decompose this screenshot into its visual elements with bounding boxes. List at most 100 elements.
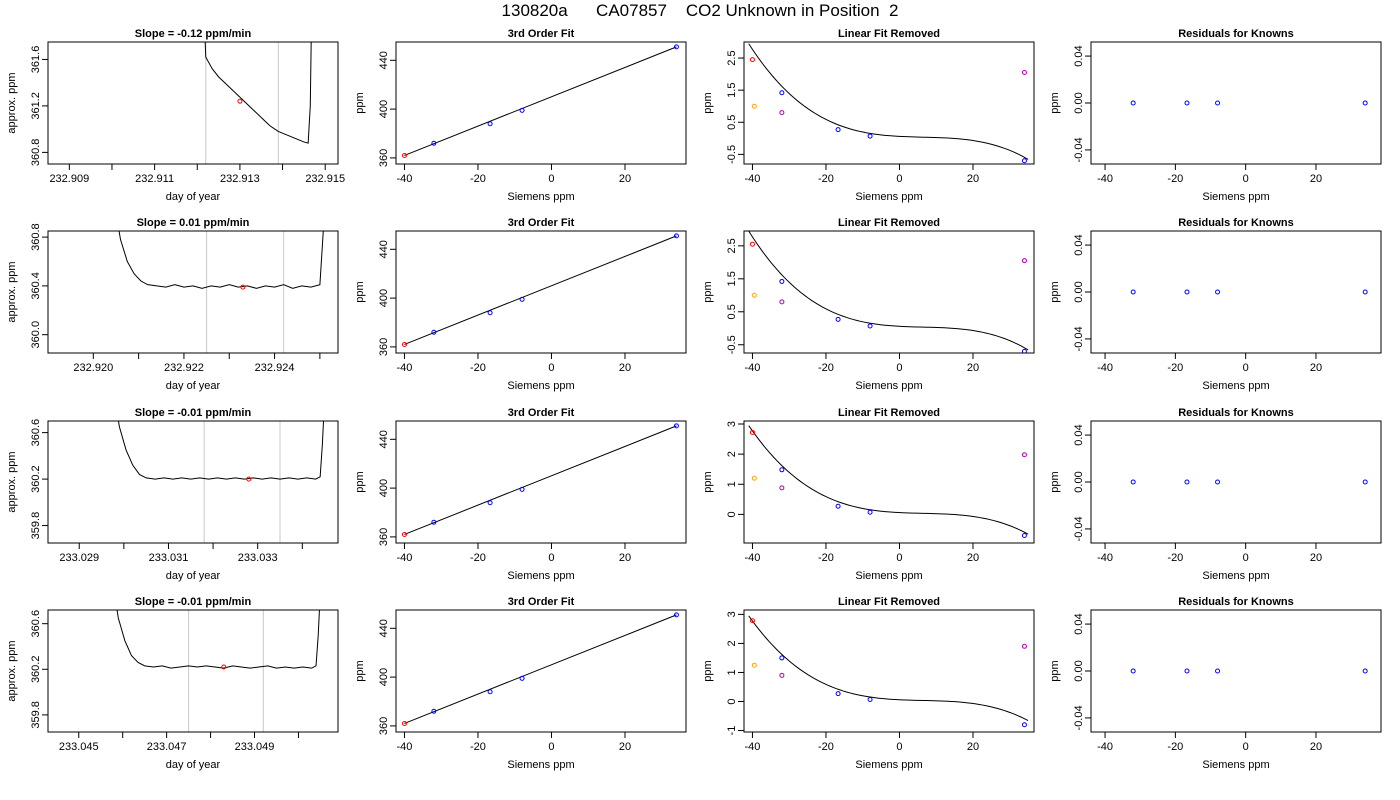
x-tick-label: 232.922 [164, 362, 204, 374]
plot-frame [1090, 420, 1382, 544]
x-tick-label: -40 [1097, 362, 1113, 374]
x-tick-label: 20 [619, 173, 631, 185]
panel-1-1: Slope = -0.12 ppm/min 232.909 232.911 232.9… [6, 28, 345, 203]
x-tick-label: 0 [548, 741, 554, 753]
y-tick-label: -0.04 [1073, 137, 1085, 162]
fit-line [404, 46, 677, 156]
plot-area [1130, 289, 1368, 295]
x-tick-label: -40 [745, 741, 761, 753]
y-tick-label: 0.04 [1073, 613, 1085, 634]
y-tick-label: 1.5 [726, 83, 738, 98]
y-tick-label: 0.00 [1073, 281, 1085, 302]
panel-title: 3rd Order Fit [508, 28, 575, 40]
panel-4-2: 3rd Order Fit -40 -20 0 20 360 400 440 Siemens p… [354, 596, 687, 771]
data-point [835, 316, 841, 322]
y-tick-label: 360.6 [30, 419, 42, 447]
x-tick-label: 233.045 [59, 741, 99, 753]
x-tick-label: -20 [818, 362, 834, 374]
panel-4-1: Slope = -0.01 ppm/min 233.045 233.047 233.0… [6, 596, 339, 771]
x-tick-label: -20 [470, 173, 486, 185]
plot-area [748, 231, 1029, 353]
x-tick-label: -20 [470, 741, 486, 753]
x-tick-label: 0 [896, 173, 902, 185]
data-point [1362, 289, 1368, 295]
plot-area [1130, 479, 1368, 485]
data-point [1021, 532, 1027, 538]
plot-area [748, 425, 1029, 538]
x-tick-label: 20 [1310, 362, 1322, 374]
x-tick-label: -40 [397, 362, 413, 374]
data-point [1130, 479, 1136, 485]
panel-2-1: Slope = 0.01 ppm/min 232.920 232.922 232.92… [6, 217, 339, 392]
y-tick-label: -0.04 [1073, 326, 1085, 351]
plot-frame [395, 420, 687, 544]
plot-frame [1090, 41, 1382, 165]
data-point [1215, 100, 1221, 106]
data-point [519, 675, 525, 681]
y-tick-label: 0.04 [1073, 424, 1085, 445]
y-tick-label: 0.00 [1073, 471, 1085, 492]
y-axis-label: ppm [354, 281, 366, 302]
y-tick-label: 360.2 [30, 656, 42, 684]
x-tick-label: 232.915 [305, 173, 345, 185]
x-tick-label: -20 [1167, 552, 1183, 564]
y-tick-label: 0.00 [1073, 660, 1085, 681]
data-point [221, 664, 227, 670]
data-point [401, 152, 407, 158]
data-point [1362, 479, 1368, 485]
x-tick-label: 232.924 [255, 362, 295, 374]
panel-title: Slope = -0.01 ppm/min [135, 596, 252, 608]
data-point [1021, 258, 1027, 264]
data-point [1184, 668, 1190, 674]
data-point [1362, 100, 1368, 106]
plot-frame [743, 230, 1035, 354]
x-tick-label: 20 [619, 552, 631, 564]
y-tick-label: 400 [378, 289, 390, 307]
data-point [673, 233, 679, 239]
panel-title: 3rd Order Fit [508, 217, 575, 229]
x-tick-label: -40 [745, 362, 761, 374]
y-tick-label: 360 [378, 149, 390, 167]
fit-line [404, 235, 677, 345]
y-tick-label: 360.4 [30, 272, 42, 300]
plot-area [748, 43, 1029, 164]
trace-line [116, 610, 320, 669]
x-axis-label: Siemens ppm [507, 380, 574, 392]
y-axis-label: ppm [1049, 281, 1061, 302]
plot-area [748, 615, 1029, 728]
data-point [673, 423, 679, 429]
data-point [487, 689, 493, 695]
y-axis-label: ppm [702, 660, 714, 681]
x-axis-label: Siemens ppm [507, 570, 574, 582]
data-point [867, 696, 873, 702]
x-tick-label: 0 [896, 741, 902, 753]
panel-title: Slope = 0.01 ppm/min [137, 217, 250, 229]
x-tick-label: -40 [1097, 741, 1113, 753]
y-tick-label: 0 [726, 698, 738, 704]
y-axis-label: approx. ppm [6, 640, 18, 701]
fit-curve [748, 615, 1029, 722]
x-tick-label: -20 [470, 362, 486, 374]
plot-frame [395, 41, 687, 165]
x-tick-label: 0 [1243, 741, 1249, 753]
x-axis-label: Siemens ppm [855, 570, 922, 582]
panel-title: Linear Fit Removed [838, 28, 940, 40]
y-tick-label: 2.5 [726, 50, 738, 65]
x-tick-label: 233.049 [235, 741, 275, 753]
data-point [1130, 668, 1136, 674]
trace-line [117, 421, 325, 480]
plot-frame [743, 420, 1035, 544]
data-point [779, 278, 785, 284]
x-tick-label: 232.909 [49, 173, 89, 185]
y-tick-label: 440 [378, 51, 390, 69]
x-tick-label: 0 [548, 173, 554, 185]
x-axis-label: Siemens ppm [1202, 191, 1269, 203]
data-point [779, 672, 785, 678]
data-point [673, 612, 679, 618]
trace-line [204, 42, 312, 144]
x-tick-label: 232.920 [73, 362, 113, 374]
y-tick-label: 1 [726, 481, 738, 487]
panel-title: Linear Fit Removed [838, 407, 940, 419]
y-tick-label: 360.2 [30, 465, 42, 493]
